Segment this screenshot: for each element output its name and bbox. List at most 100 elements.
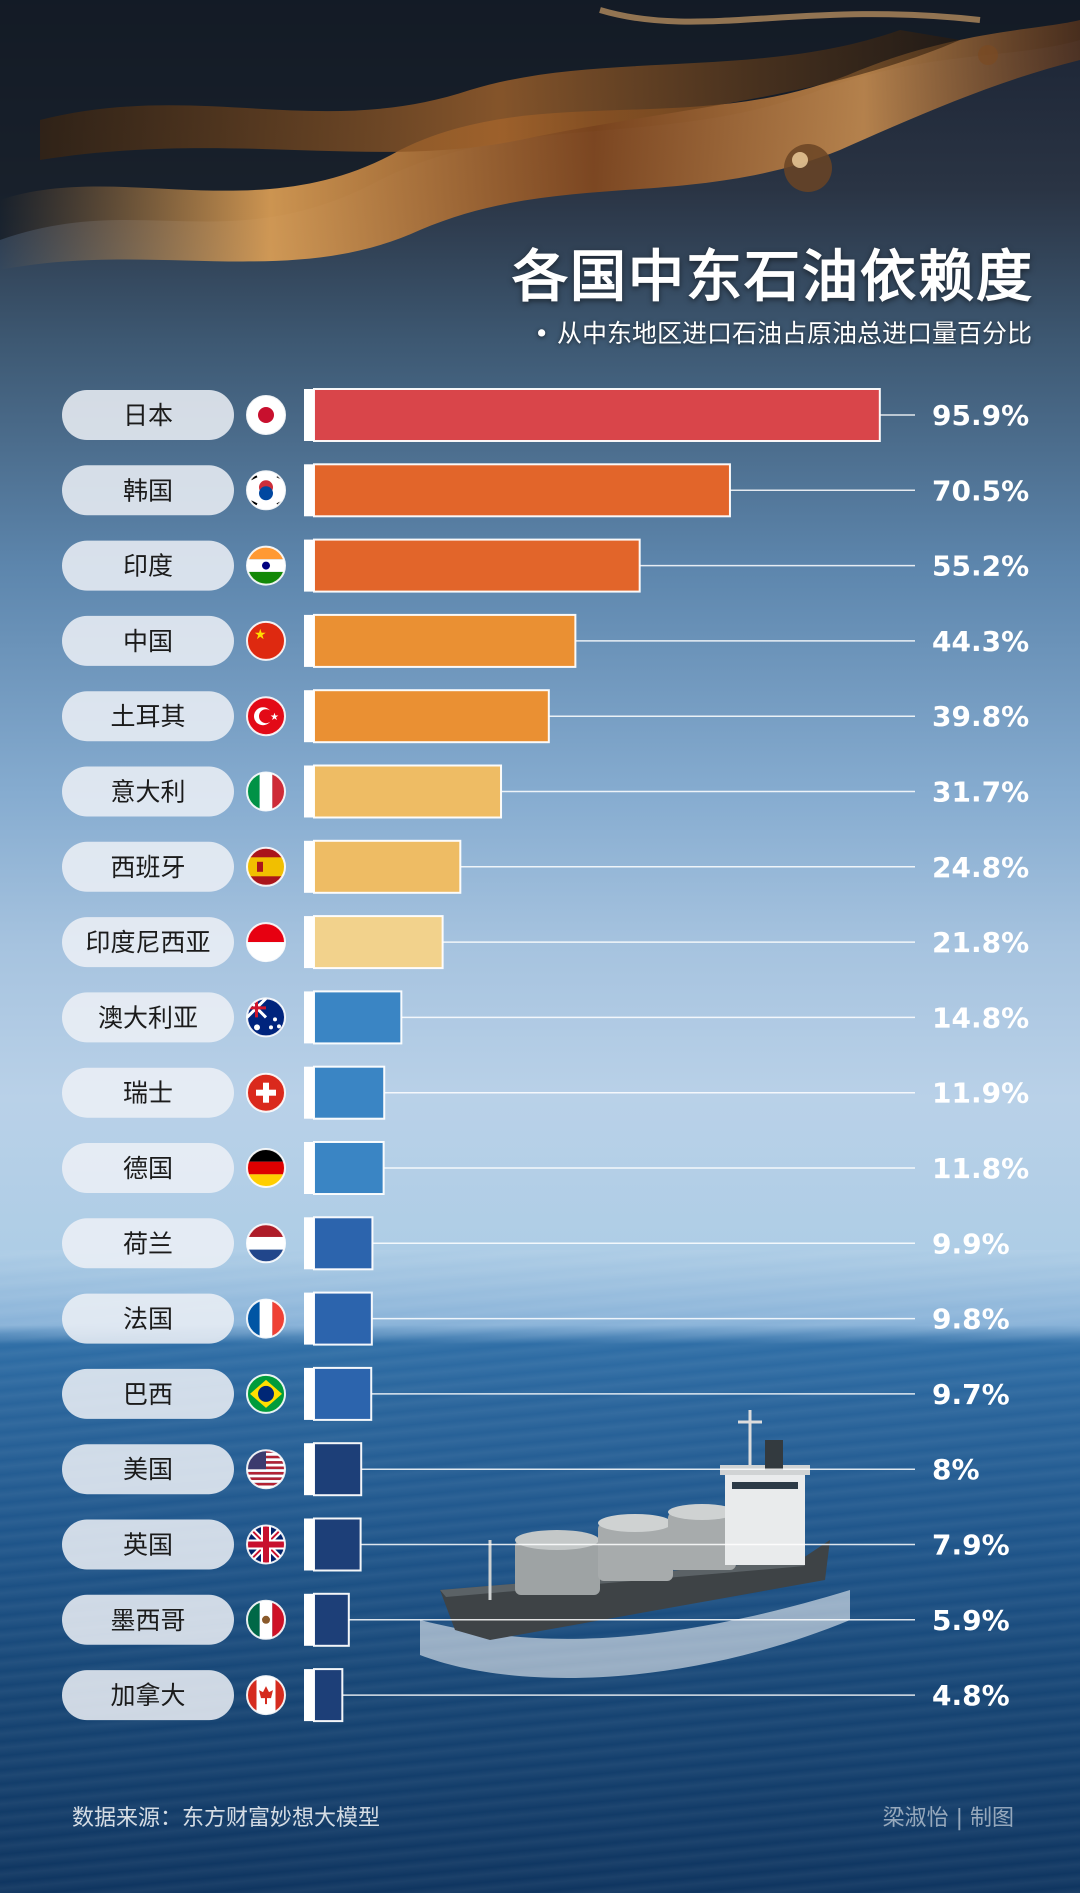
data-source: 数据来源：东方财富妙想大模型 bbox=[72, 1806, 381, 1831]
svg-text:★: ★ bbox=[254, 627, 267, 643]
bar-base-marker bbox=[304, 1367, 314, 1420]
canada-flag-icon bbox=[246, 1675, 286, 1716]
germany-flag-icon bbox=[246, 1148, 286, 1188]
value-label: 8% bbox=[932, 1453, 980, 1486]
category-label: 西班牙 bbox=[110, 853, 185, 882]
bar bbox=[313, 388, 881, 442]
bar bbox=[313, 990, 403, 1045]
bar-base-marker bbox=[304, 614, 314, 667]
bar-base-marker bbox=[304, 1518, 314, 1571]
bar-base-marker bbox=[304, 1217, 314, 1270]
value-label: 14.8% bbox=[932, 1001, 1029, 1034]
bar-base-marker bbox=[304, 1066, 314, 1119]
value-label: 11.9% bbox=[932, 1077, 1029, 1110]
bar-row: 韩国 70.5% bbox=[62, 463, 1029, 518]
value-label: 4.8% bbox=[932, 1679, 1010, 1712]
category-label: 印度 bbox=[123, 552, 173, 581]
bar-row: 墨西哥 5.9% bbox=[62, 1592, 1010, 1647]
category-label: 法国 bbox=[123, 1305, 173, 1334]
bar-base-marker bbox=[304, 389, 314, 441]
category-pill bbox=[62, 390, 234, 440]
value-label: 9.8% bbox=[932, 1303, 1010, 1336]
bar bbox=[313, 538, 641, 593]
category-pill bbox=[62, 766, 234, 817]
france-flag-icon bbox=[246, 1298, 286, 1339]
category-pill bbox=[62, 1218, 234, 1269]
category-pill bbox=[62, 465, 234, 516]
chart-subtitle: • 从中东地区进口石油占原油总进口量百分比 bbox=[534, 319, 1032, 348]
indonesia-flag-icon bbox=[246, 922, 286, 963]
category-pill bbox=[62, 1519, 234, 1570]
category-label: 美国 bbox=[123, 1455, 173, 1484]
value-label: 24.8% bbox=[932, 851, 1029, 884]
bar-base-marker bbox=[304, 464, 314, 517]
value-label: 95.9% bbox=[932, 399, 1029, 432]
bar-row: 荷兰 9.9% bbox=[62, 1216, 1010, 1271]
bar bbox=[313, 689, 550, 744]
category-label: 印度尼西亚 bbox=[85, 928, 210, 957]
bar-base-marker bbox=[304, 916, 314, 969]
category-pill bbox=[62, 917, 234, 968]
bar-base-marker bbox=[304, 690, 314, 743]
category-label: 英国 bbox=[123, 1531, 173, 1560]
bar bbox=[313, 1065, 386, 1120]
uk-flag-icon bbox=[246, 1524, 286, 1565]
author-credit: 梁淑怡 | 制图 bbox=[882, 1806, 1014, 1831]
value-label: 9.9% bbox=[932, 1227, 1010, 1260]
category-label: 韩国 bbox=[123, 476, 173, 505]
value-label: 39.8% bbox=[932, 700, 1029, 733]
netherlands-flag-icon bbox=[246, 1223, 286, 1264]
bar-row: 英国 7.9% bbox=[62, 1517, 1010, 1572]
value-label: 7.9% bbox=[932, 1529, 1010, 1562]
category-label: 墨西哥 bbox=[110, 1606, 185, 1635]
bar-row: 瑞士 11.9% bbox=[62, 1065, 1029, 1120]
bar-row: 法国 9.8% bbox=[62, 1291, 1010, 1346]
spain-flag-icon bbox=[246, 846, 286, 887]
brazil-flag-icon bbox=[246, 1373, 286, 1414]
svg-text:★: ★ bbox=[270, 712, 279, 723]
bar-base-marker bbox=[304, 539, 314, 592]
value-label: 9.7% bbox=[932, 1378, 1010, 1411]
value-label: 31.7% bbox=[932, 776, 1029, 809]
value-label: 5.9% bbox=[932, 1604, 1010, 1637]
category-pill bbox=[62, 1143, 234, 1193]
south-korea-flag-icon bbox=[246, 470, 286, 511]
category-pill bbox=[62, 992, 234, 1043]
usa-flag-icon bbox=[246, 1449, 286, 1490]
bar bbox=[313, 1141, 385, 1195]
category-label: 巴西 bbox=[123, 1380, 173, 1409]
bar-base-marker bbox=[304, 840, 314, 893]
bar bbox=[313, 1442, 363, 1497]
value-label: 21.8% bbox=[932, 926, 1029, 959]
bar-base-marker bbox=[304, 1669, 314, 1722]
bar bbox=[313, 1366, 373, 1421]
value-label: 70.5% bbox=[932, 474, 1029, 507]
bar-row: 印度尼西亚 21.8% bbox=[62, 915, 1029, 970]
bar bbox=[313, 1216, 374, 1271]
japan-flag-icon bbox=[246, 395, 286, 435]
italy-flag-icon bbox=[246, 771, 286, 812]
bar-row: 西班牙 24.8% bbox=[62, 839, 1029, 894]
category-label: 德国 bbox=[123, 1154, 173, 1183]
category-pill bbox=[62, 1293, 234, 1344]
category-pill bbox=[62, 615, 234, 666]
bar-base-marker bbox=[304, 1142, 314, 1194]
category-pill bbox=[62, 540, 234, 591]
category-label: 瑞士 bbox=[123, 1079, 173, 1108]
bar bbox=[313, 764, 503, 819]
bar-base-marker bbox=[304, 1443, 314, 1496]
bar-row: 土耳其 ★ 39.8% bbox=[62, 689, 1029, 744]
category-pill bbox=[62, 841, 234, 892]
category-label: 意大利 bbox=[110, 778, 185, 807]
bar bbox=[313, 1668, 344, 1723]
bar-row: 印度 55.2% bbox=[62, 538, 1029, 593]
value-label: 11.8% bbox=[932, 1152, 1029, 1185]
bar bbox=[313, 1517, 362, 1572]
bar-row: 德国 11.8% bbox=[62, 1141, 1029, 1195]
bar bbox=[313, 463, 731, 518]
value-label: 55.2% bbox=[932, 550, 1029, 583]
value-label: 44.3% bbox=[932, 625, 1029, 658]
bar bbox=[313, 613, 577, 668]
